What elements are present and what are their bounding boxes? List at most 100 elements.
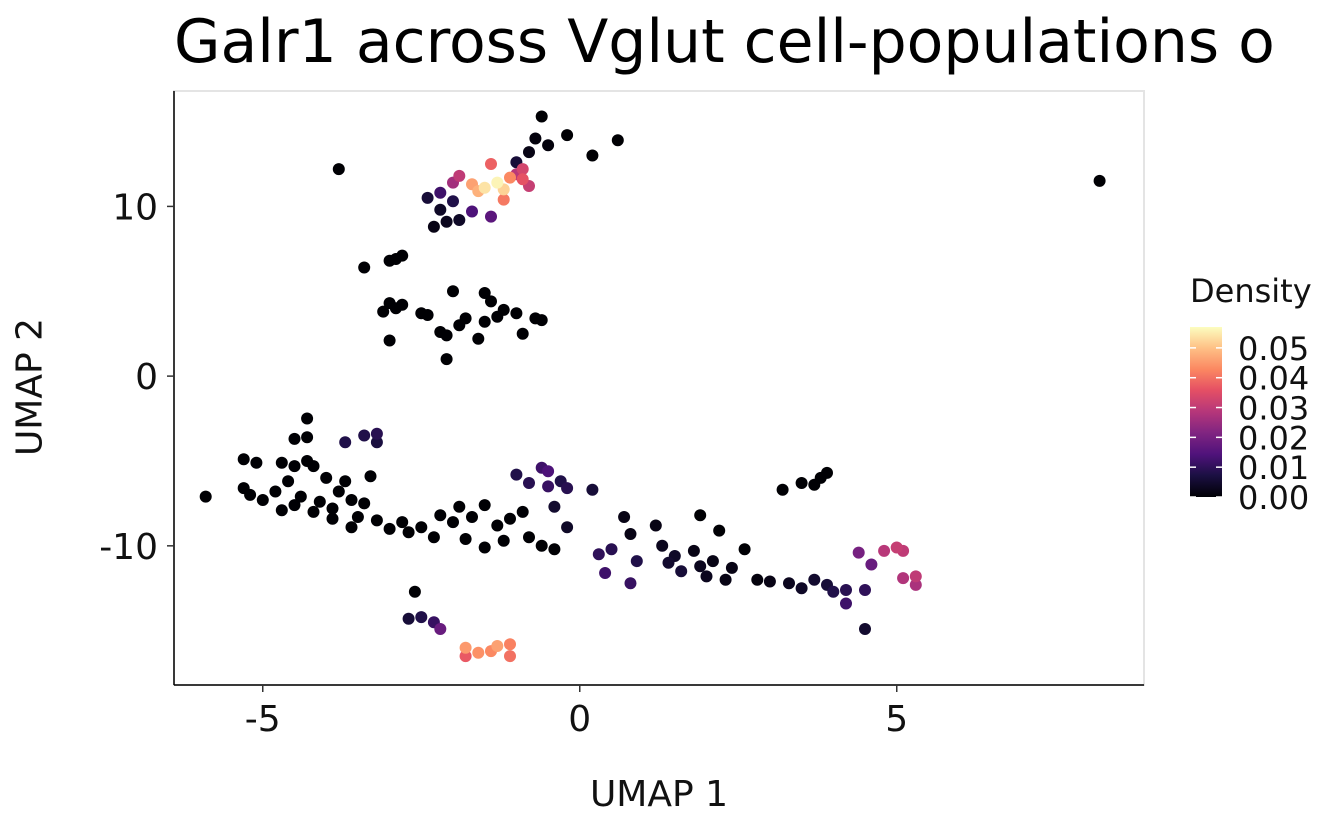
x-axis-label: UMAP 1: [589, 774, 729, 815]
data-point: [776, 483, 789, 496]
data-point: [656, 539, 669, 552]
legend-tick-label: 0.04: [1238, 360, 1309, 398]
data-point: [472, 646, 485, 659]
data-point: [345, 494, 358, 506]
data-point: [485, 210, 497, 223]
data-point: [434, 509, 447, 522]
data-point: [288, 499, 301, 512]
data-point: [523, 531, 535, 544]
data-point: [402, 526, 415, 539]
data-point: [256, 494, 269, 506]
data-point: [624, 528, 637, 540]
data-point: [421, 309, 434, 321]
data-point: [491, 640, 504, 652]
data-point: [453, 500, 466, 513]
data-point: [763, 575, 776, 588]
data-point: [561, 521, 574, 534]
data-point: [859, 584, 871, 596]
legend-tick-label: 0.05: [1238, 330, 1309, 368]
data-point: [510, 468, 523, 481]
data-point: [497, 193, 510, 206]
data-point: [358, 429, 371, 442]
data-point: [478, 541, 491, 554]
data-point: [466, 511, 478, 523]
data-point: [821, 466, 833, 479]
data-point: [523, 477, 535, 489]
data-point: [320, 471, 333, 484]
data-point: [478, 181, 491, 194]
data-point: [909, 570, 922, 583]
data-point: [649, 519, 662, 532]
data-point: [453, 214, 466, 226]
data-point: [478, 499, 491, 512]
data-point: [548, 500, 561, 513]
data-point: [694, 560, 707, 573]
data-point: [326, 502, 339, 515]
legend-tick-label: 0.03: [1238, 390, 1309, 428]
data-point: [427, 220, 440, 233]
data-point: [408, 585, 421, 598]
chart-title: Galr1 across Vglut cell-populations o: [174, 7, 1275, 77]
data-point: [542, 480, 555, 493]
data-point: [269, 485, 282, 498]
legend-tick-label: 0.01: [1238, 449, 1309, 487]
data-point: [897, 572, 910, 585]
data-point: [504, 512, 516, 525]
data-point: [307, 505, 320, 518]
data-point: [402, 612, 415, 625]
plot-panel: [173, 90, 1145, 686]
data-point: [275, 456, 288, 469]
data-point: [561, 129, 574, 142]
data-point: [751, 573, 764, 586]
data-point: [592, 548, 605, 561]
data-point: [345, 521, 358, 534]
data-point: [516, 327, 529, 340]
data-point: [383, 522, 396, 535]
data-point: [332, 163, 345, 176]
data-point: [466, 205, 478, 218]
data-point: [301, 431, 314, 444]
data-point: [542, 465, 555, 478]
data-point: [440, 329, 453, 342]
data-point: [307, 460, 320, 473]
data-point: [244, 488, 257, 501]
color-legend: 0.000.010.020.030.040.05: [1190, 327, 1309, 517]
data-point: [586, 483, 599, 496]
data-point: [358, 261, 371, 274]
data-point: [662, 556, 675, 569]
data-point: [472, 332, 485, 345]
data-point: [453, 169, 466, 182]
x-ticks: -5 0 5: [245, 685, 908, 740]
data-point: [890, 541, 903, 554]
data-point: [624, 577, 637, 590]
data-point: [725, 561, 738, 574]
data-point: [865, 558, 878, 571]
x-tick-label: 0: [568, 699, 591, 740]
data-point: [523, 146, 535, 159]
data-point: [542, 139, 555, 152]
data-point: [389, 253, 402, 265]
data-point: [687, 544, 700, 557]
data-point: [713, 524, 726, 537]
data-point: [339, 436, 352, 449]
data-point: [535, 539, 548, 552]
data-point: [694, 509, 707, 522]
data-point: [313, 495, 326, 508]
data-point: [783, 577, 795, 590]
data-point: [250, 456, 263, 469]
data-point: [795, 477, 808, 489]
data-point: [827, 585, 840, 598]
data-point: [440, 353, 453, 366]
data-point: [599, 567, 612, 579]
data-point: [294, 490, 307, 503]
data-point: [485, 295, 497, 308]
data-point: [491, 176, 504, 189]
data-point: [396, 516, 409, 529]
data-point: [840, 597, 852, 610]
data-point: [504, 638, 516, 651]
data-point: [447, 285, 459, 298]
data-point: [301, 412, 314, 425]
data-point: [852, 546, 865, 559]
data-point: [840, 584, 852, 596]
